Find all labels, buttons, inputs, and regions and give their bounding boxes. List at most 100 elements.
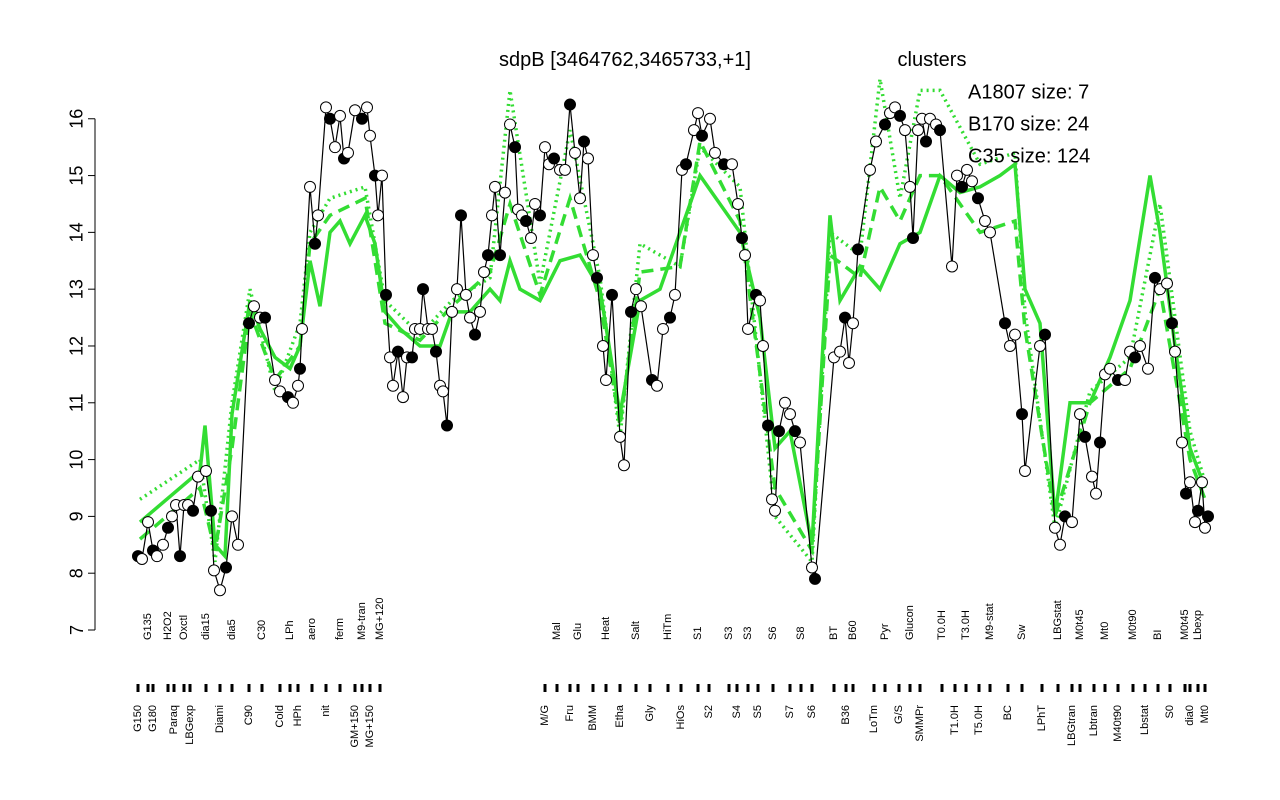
data-point (806, 561, 818, 574)
y-tick-label: 15 (67, 166, 87, 186)
data-point (430, 345, 442, 358)
x-tick-label: S6 (806, 705, 818, 718)
data-point (692, 107, 704, 120)
data-point (769, 504, 781, 517)
x-tick-label: M0t45 (1074, 609, 1086, 640)
legend-label: C35 size: 124 (968, 145, 1090, 167)
data-point (574, 192, 586, 205)
data-point (259, 311, 271, 324)
x-tick-label: B60 (847, 620, 859, 640)
data-point (773, 425, 785, 438)
data-point (979, 215, 991, 228)
x-tick-label: M0t45 (1179, 609, 1191, 640)
x-tick-label: dia0 (1184, 705, 1196, 726)
data-point (784, 408, 796, 421)
y-tick-label: 13 (67, 279, 87, 299)
data-point (192, 470, 204, 483)
x-tick-label: HiOs (675, 705, 687, 730)
data-point (1039, 328, 1051, 341)
data-point (934, 124, 946, 137)
data-point (296, 322, 308, 335)
x-tick-label: Salt (630, 621, 642, 640)
x-tick-label: Paraq (168, 705, 180, 734)
data-point (320, 101, 332, 114)
data-point (879, 118, 891, 131)
data-point (489, 180, 501, 193)
x-tick-label: aero (306, 618, 318, 640)
data-point (847, 317, 859, 330)
data-point (582, 152, 594, 165)
data-point (1161, 277, 1173, 290)
data-point (166, 510, 178, 523)
x-tick-label: BC (1002, 705, 1014, 720)
data-point (504, 118, 516, 131)
x-tick-label: dia15 (200, 613, 212, 640)
x-tick-label: M9-stat (984, 603, 996, 640)
x-tick-label: HiTm (662, 614, 674, 640)
data-point (1134, 339, 1146, 352)
data-point (999, 317, 1011, 330)
data-point (486, 209, 498, 222)
data-point (569, 146, 581, 159)
x-tick-label: SMMPr (914, 705, 926, 742)
data-point (559, 163, 571, 176)
x-tick-label: S1 (692, 627, 704, 640)
data-point (1129, 351, 1141, 364)
data-point (972, 192, 984, 205)
data-point (606, 288, 618, 301)
x-tick-label: Lbtran (1088, 705, 1100, 736)
data-point (406, 351, 418, 364)
legend-title: clusters (898, 49, 967, 71)
x-tick-label: LPhT (1036, 705, 1048, 732)
data-point (766, 493, 778, 506)
data-point (899, 124, 911, 137)
data-point (1196, 476, 1208, 489)
x-tick-label: G135 (142, 613, 154, 640)
data-point (1104, 362, 1116, 375)
data-point (1004, 339, 1016, 352)
y-tick-label: 7 (67, 625, 87, 635)
data-point (1049, 521, 1061, 534)
data-point (1016, 408, 1028, 421)
x-tick-label: Pyr (879, 623, 891, 640)
data-point (243, 317, 255, 330)
x-tick-label: nit (320, 705, 332, 717)
x-tick-label: Gly (644, 705, 656, 722)
data-point (762, 419, 774, 432)
x-tick-label: MG+120 (374, 598, 386, 641)
data-point (376, 169, 388, 182)
data-point (529, 197, 541, 210)
x-tick-label: Fru (564, 705, 576, 722)
data-point (136, 552, 148, 565)
data-point (372, 209, 384, 222)
data-point (591, 271, 603, 284)
data-point (625, 305, 637, 318)
x-tick-label: Mt0 (1199, 705, 1211, 723)
x-tick-label: Oxctl (178, 615, 190, 640)
data-point (451, 283, 463, 296)
data-point (482, 249, 494, 262)
x-tick-label: S3 (723, 627, 735, 640)
data-point (151, 550, 163, 563)
data-point (1176, 436, 1188, 449)
data-point (904, 180, 916, 193)
x-tick-label: T5.0H (973, 705, 985, 735)
data-point (441, 419, 453, 432)
data-point (1054, 538, 1066, 551)
y-tick-label: 14 (67, 222, 87, 242)
data-point (1066, 516, 1078, 529)
data-point (534, 209, 546, 222)
data-point (1094, 436, 1106, 449)
chart-title: sdpB [3464762,3465733,+1] (499, 49, 751, 71)
x-tick-label: BMM (587, 705, 599, 731)
data-point (1090, 487, 1102, 500)
data-point (1074, 408, 1086, 421)
data-point (1166, 317, 1178, 330)
data-point (709, 146, 721, 159)
data-point (520, 215, 532, 228)
data-point (794, 436, 806, 449)
data-point (220, 561, 232, 574)
y-tick-label: 10 (67, 450, 87, 470)
x-tick-label: LoTm (868, 705, 880, 733)
